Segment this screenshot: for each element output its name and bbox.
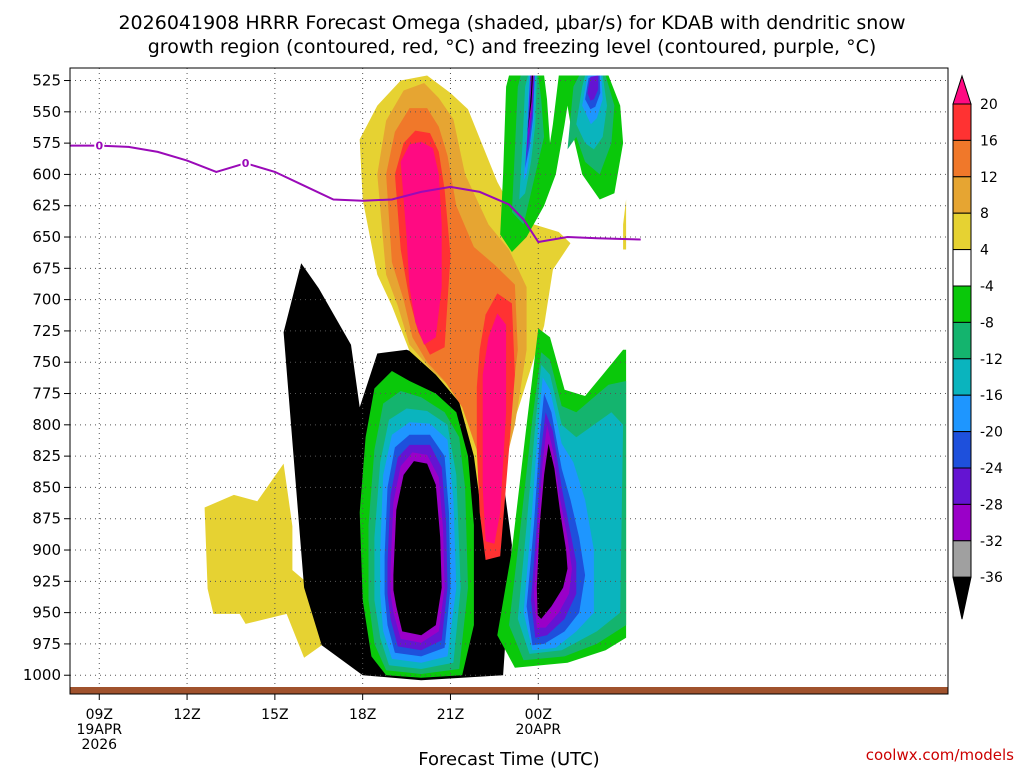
chart-title-line-2: growth region (contoured, red, °C) and f… [148, 36, 877, 58]
colorbar-swatch [952, 540, 972, 578]
freezing-level-contour: 00 [70, 138, 641, 244]
omega-region-24 [536, 443, 568, 619]
y-tick-label: 625 [32, 197, 61, 215]
colorbar: 20 16 12 8 4 -4 -8 -12 -16 -20 -24 -28 -32 -36 [952, 74, 1003, 620]
freezing-level-line [70, 144, 641, 244]
y-tick-label: 675 [32, 259, 61, 277]
credit-text: coolwx.com/models [866, 746, 1014, 764]
colorbar-swatch [952, 74, 972, 105]
colorbar-label: 4 [980, 243, 989, 259]
omega-shading [204, 75, 627, 681]
y-tick-label: 1000 [23, 666, 61, 684]
colorbar-label: 20 [980, 97, 998, 113]
y-tick-label: 700 [32, 291, 61, 309]
x-tick-label: 00Z [525, 707, 552, 723]
colorbar-label: 16 [980, 133, 998, 149]
colorbar-label: -32 [980, 534, 1003, 550]
x-tick-label: 09Z [86, 707, 113, 723]
colorbar-swatch [952, 503, 972, 542]
y-axis: 525 550 575 600 625 650 675 700 725 750 775 800 825 8… [23, 72, 70, 684]
omega-region-8 [482, 313, 507, 544]
colorbar-swatch [952, 467, 972, 505]
y-tick-label: 750 [32, 353, 61, 371]
y-tick-label: 550 [32, 103, 61, 121]
omega-region-32 [527, 75, 533, 134]
colorbar-swatch [952, 212, 972, 251]
y-tick-label: 925 [32, 572, 61, 590]
colorbar-label: -20 [980, 425, 1003, 441]
colorbar-swatch [952, 321, 972, 360]
colorbar-label: -36 [980, 570, 1003, 586]
y-tick-label: 950 [32, 604, 61, 622]
x-axis-label: Forecast Time (UTC) [418, 749, 599, 768]
x-tick-label: 12Z [173, 707, 200, 723]
freezing-label-bg [240, 156, 251, 171]
colorbar-swatch [952, 431, 972, 469]
colorbar-swatch [952, 576, 972, 620]
colorbar-label: -12 [980, 352, 1003, 368]
x-tick-label: 19APR [76, 722, 122, 738]
x-tick-label: 21Z [437, 707, 464, 723]
y-tick-label: 850 [32, 478, 61, 496]
x-tick-label: 20APR [515, 722, 561, 738]
x-tick-label: 15Z [261, 707, 288, 723]
y-tick-label: 525 [32, 72, 61, 90]
y-tick-label: 650 [32, 228, 61, 246]
x-tick-label: 2026 [81, 737, 117, 753]
chart-title-line-1: 2026041908 HRRR Forecast Omega (shaded, … [118, 12, 905, 34]
colorbar-swatch [952, 285, 972, 323]
colorbar-swatch [952, 139, 972, 178]
freezing-level-label: 0 [95, 140, 103, 153]
y-tick-label: 900 [32, 541, 61, 559]
omega-region-0 [204, 463, 322, 658]
y-tick-label: 775 [32, 385, 61, 403]
y-tick-label: 575 [32, 134, 61, 152]
colorbar-label: -16 [980, 388, 1003, 404]
omega-region-38 [623, 199, 627, 250]
colorbar-swatch [952, 103, 972, 141]
y-tick-label: 825 [32, 447, 61, 465]
colorbar-label: 8 [980, 206, 989, 222]
colorbar-swatch [952, 358, 972, 396]
colorbar-swatch [952, 249, 972, 287]
colorbar-swatch [952, 394, 972, 433]
y-tick-label: 875 [32, 510, 61, 528]
freezing-level-label: 0 [242, 157, 250, 170]
y-tick-label: 975 [32, 635, 61, 653]
colorbar-swatch [952, 176, 972, 214]
plot-frame [69, 67, 949, 695]
colorbar-label: -28 [980, 497, 1003, 513]
omega-region-16 [393, 461, 442, 636]
colorbar-label: -4 [980, 279, 994, 295]
freezing-label-bg [94, 138, 105, 153]
x-tick-label: 18Z [349, 707, 376, 723]
colorbar-label: 12 [980, 170, 998, 186]
y-tick-label: 800 [32, 416, 61, 434]
omega-region-37 [587, 75, 599, 101]
ground-strip [70, 687, 948, 694]
colorbar-label: -8 [980, 315, 994, 331]
omega-region-6 [400, 141, 442, 345]
y-tick-label: 725 [32, 322, 61, 340]
colorbar-label: -24 [980, 461, 1003, 477]
y-tick-label: 600 [32, 165, 61, 183]
